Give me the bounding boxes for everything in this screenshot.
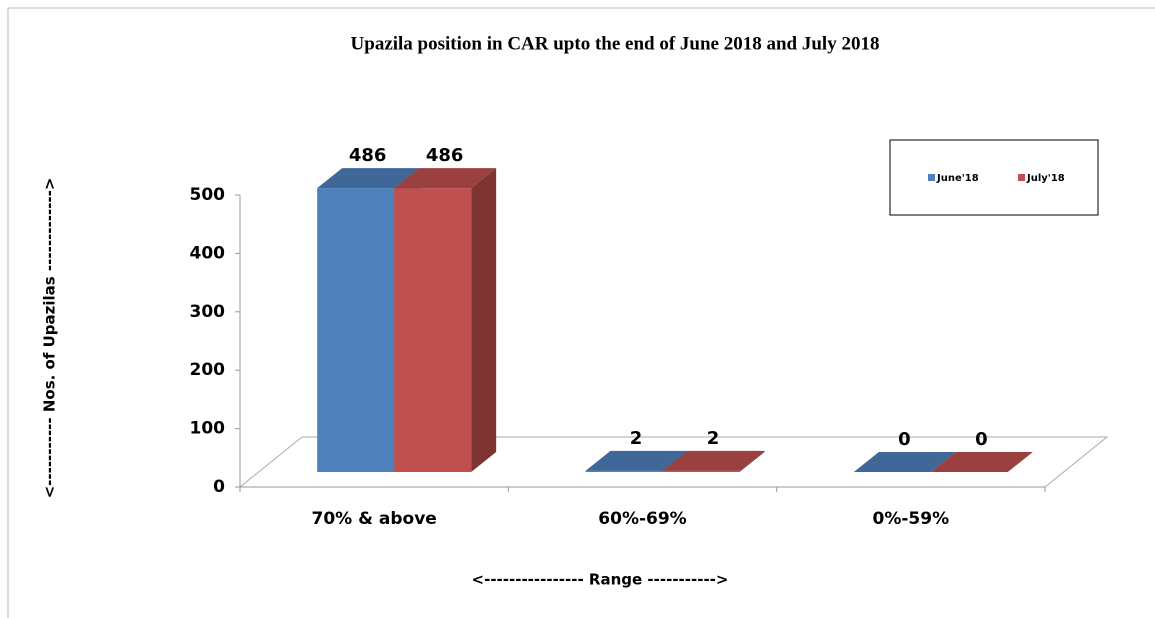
bar-face: [930, 452, 1033, 472]
bar-face: [739, 450, 765, 472]
data-label: 2: [707, 428, 720, 449]
bar-face: [662, 450, 765, 471]
y-tick-label: 200: [190, 360, 226, 380]
y-axis-label: <----------- Nos. of Upazilas ----------…: [41, 178, 59, 499]
bar: [853, 452, 956, 472]
y-tick-label: 100: [190, 419, 226, 439]
bar-face: [317, 168, 420, 189]
x-tick-label: 70% & above: [312, 509, 437, 529]
y-tick-label: 300: [190, 302, 226, 322]
data-label: 2: [630, 428, 643, 449]
bar-face: [662, 470, 740, 472]
data-label: 0: [898, 429, 911, 450]
data-label: 0: [975, 429, 988, 450]
x-tick-label: 0%-59%: [873, 509, 950, 529]
y-tick-label: 400: [190, 243, 226, 263]
y-tick-label: 0: [213, 477, 225, 497]
bar: [930, 452, 1033, 472]
bar-face: [585, 470, 663, 472]
bar-face: [394, 188, 472, 472]
legend-label: July'18: [1026, 173, 1065, 184]
data-label: 486: [426, 145, 464, 166]
data-label: 486: [349, 145, 387, 166]
bar-face: [853, 452, 956, 472]
bar-face: [394, 168, 497, 189]
legend-swatch: [1018, 174, 1025, 181]
legend-label: June'18: [936, 173, 979, 184]
bar: [662, 450, 765, 472]
bar-face: [585, 450, 688, 471]
bar-face: [317, 188, 395, 472]
bar-face: [471, 168, 497, 472]
y-tick-label: 500: [190, 185, 226, 205]
x-axis-label: <---------------- Range ----------->: [472, 571, 729, 589]
legend: [889, 139, 1099, 216]
bar: [394, 168, 497, 472]
legend-swatch: [928, 174, 935, 181]
x-tick-label: 60%-69%: [598, 509, 686, 529]
chart-title: Upazila position in CAR upto the end of …: [351, 33, 880, 54]
